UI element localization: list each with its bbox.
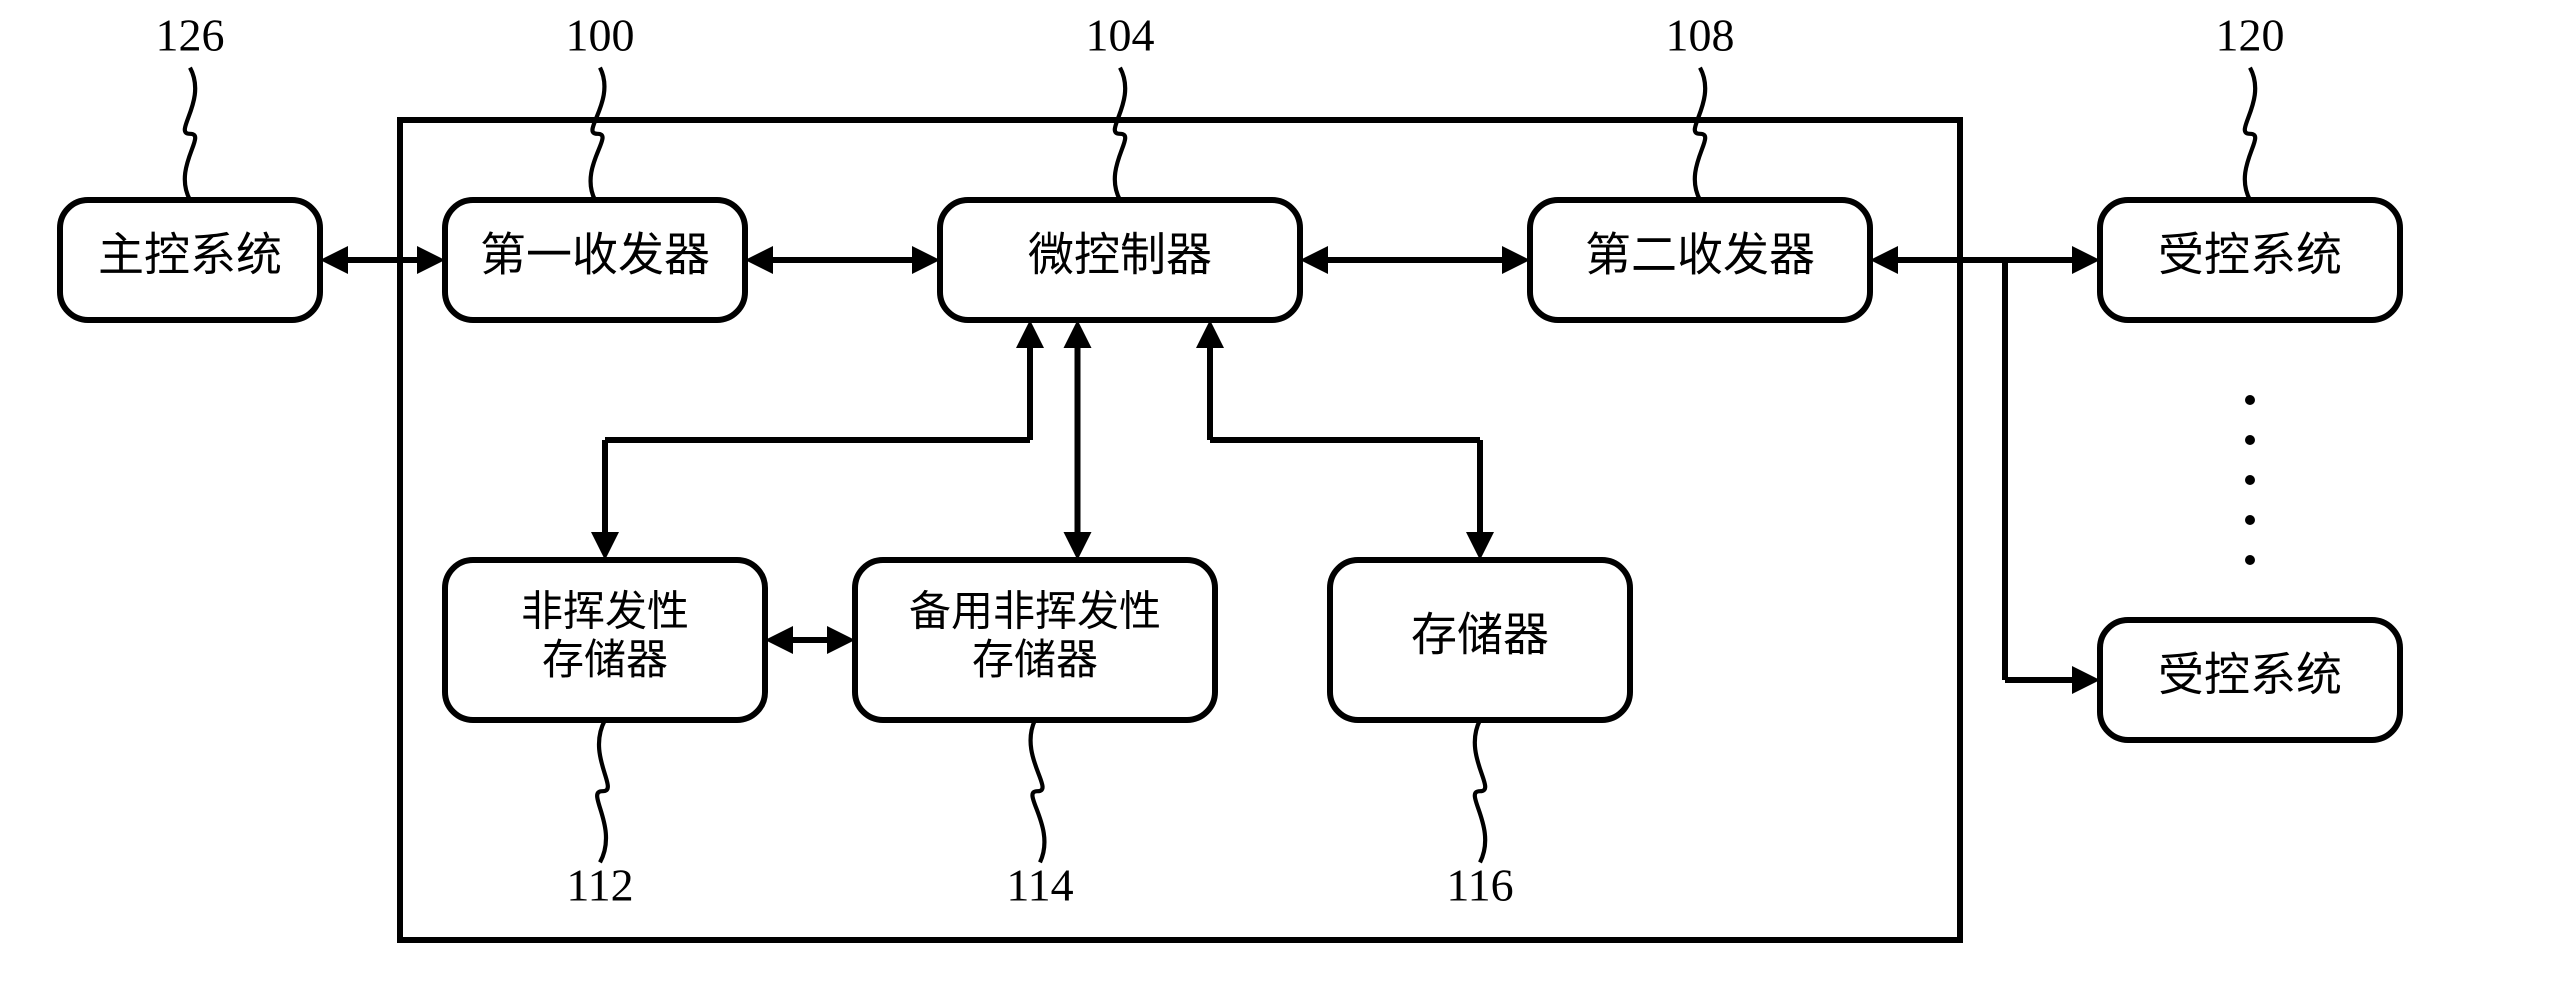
node-label-n126-0: 主控系统: [98, 230, 282, 281]
node-label-n108-0: 第二收发器: [1585, 230, 1815, 281]
node-n120: 受控系统: [2100, 200, 2400, 320]
node-label-n112-1: 存储器: [542, 638, 668, 684]
node-label-n120-0: 受控系统: [2158, 230, 2342, 281]
node-label-n116-0: 存储器: [1411, 610, 1549, 661]
ellipsis-dot: [2245, 555, 2255, 565]
node-n104: 微控制器: [940, 200, 1300, 320]
node-label-n120b-0: 受控系统: [2158, 650, 2342, 701]
diagram-canvas: 主控系统第一收发器微控制器第二收发器受控系统非挥发性存储器备用非挥发性存储器存储…: [0, 0, 2554, 1005]
node-label-n114-1: 存储器: [972, 638, 1098, 684]
ellipsis-dot: [2245, 395, 2255, 405]
ellipsis-dot: [2245, 435, 2255, 445]
ref-r120: 120: [2216, 10, 2285, 61]
node-label-n112-0: 非挥发性: [521, 589, 689, 635]
ref-r114: 114: [1006, 860, 1073, 911]
ref-r112: 112: [566, 860, 633, 911]
node-label-n114-0: 备用非挥发性: [909, 589, 1161, 635]
node-n126: 主控系统: [60, 200, 320, 320]
node-label-n100-0: 第一收发器: [480, 230, 710, 281]
node-n116: 存储器: [1330, 560, 1630, 720]
ellipsis-dot: [2245, 515, 2255, 525]
ref-r108: 108: [1666, 10, 1735, 61]
ref-r116: 116: [1446, 860, 1513, 911]
node-n108: 第二收发器: [1530, 200, 1870, 320]
ref-r104: 104: [1086, 10, 1155, 61]
ellipsis-dot: [2245, 475, 2255, 485]
ref-r100: 100: [566, 10, 635, 61]
node-n100: 第一收发器: [445, 200, 745, 320]
node-n120b: 受控系统: [2100, 620, 2400, 740]
node-n114: 备用非挥发性存储器: [855, 560, 1215, 720]
node-n112: 非挥发性存储器: [445, 560, 765, 720]
ref-r126: 126: [156, 10, 225, 61]
node-label-n104-0: 微控制器: [1028, 230, 1212, 281]
